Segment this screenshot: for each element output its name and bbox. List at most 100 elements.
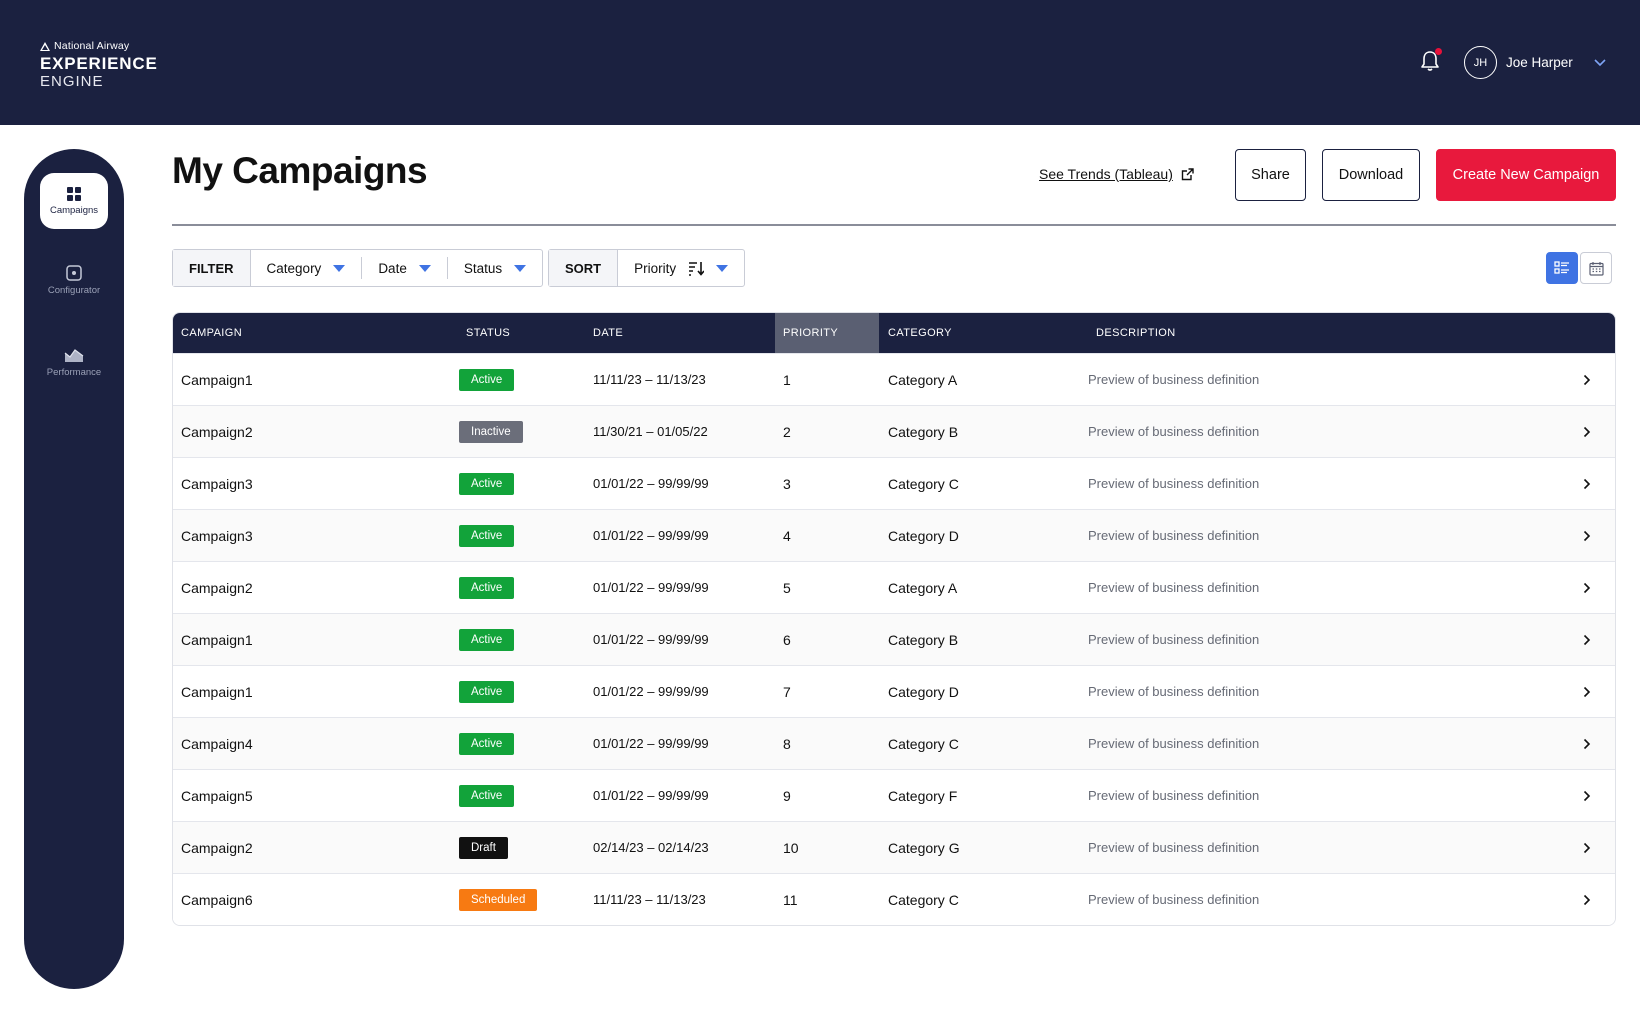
description-preview: Preview of business definition	[1088, 788, 1260, 803]
chevron-right-icon[interactable]	[1583, 406, 1591, 457]
column-header-category[interactable]: CATEGORY	[888, 327, 952, 339]
external-link-icon	[1181, 167, 1194, 180]
sidebar-item-configurator[interactable]: Configurator	[40, 252, 108, 308]
date-range: 11/30/21 – 01/05/22	[593, 424, 708, 439]
table-body: Campaign1 Active 11/11/23 – 11/13/23 1 Categ…	[173, 353, 1615, 925]
priority-value: 4	[783, 527, 791, 544]
table-row[interactable]: Campaign4 Active 01/01/22 – 99/99/99 8 Categ…	[173, 717, 1615, 769]
category-value: Category B	[888, 631, 959, 648]
sidebar-item-label: Performance	[46, 366, 102, 378]
create-campaign-button[interactable]: Create New Campaign	[1436, 149, 1616, 201]
description-preview: Preview of business definition	[1088, 684, 1260, 699]
user-name: Joe Harper	[1506, 55, 1573, 70]
chevron-right-icon[interactable]	[1583, 614, 1591, 665]
filter-date-label: Date	[378, 260, 407, 276]
sort-priority-dropdown[interactable]: Priority	[618, 261, 744, 276]
table-row[interactable]: Campaign3 Active 01/01/22 – 99/99/99 3 Categ…	[173, 457, 1615, 509]
triangle-logo-icon	[40, 41, 50, 51]
download-button[interactable]: Download	[1322, 149, 1420, 201]
top-bar: National Airway EXPERIENCE ENGINE JH Joe…	[0, 0, 1640, 125]
table-header: CAMPAIGN STATUS DATE PRIORITY CATEGORY D…	[173, 313, 1615, 353]
view-toggle	[1546, 252, 1612, 284]
campaign-name: Campaign3	[181, 475, 253, 492]
status-badge: Active	[459, 368, 515, 391]
brand-line2: ENGINE	[40, 73, 104, 90]
chevron-right-icon[interactable]	[1583, 562, 1591, 613]
table-row[interactable]: Campaign6 Scheduled 11/11/23 – 11/13/23 11 C…	[173, 873, 1615, 925]
priority-value: 7	[783, 683, 791, 700]
description-preview: Preview of business definition	[1088, 632, 1260, 647]
chevron-right-icon[interactable]	[1583, 458, 1591, 509]
campaign-name: Campaign4	[181, 735, 253, 752]
see-trends-label: See Trends (Tableau)	[1039, 166, 1173, 182]
table-row[interactable]: Campaign1 Active 11/11/23 – 11/13/23 1 Categ…	[173, 353, 1615, 405]
filter-date-dropdown[interactable]: Date	[362, 261, 447, 276]
date-range: 01/01/22 – 99/99/99	[593, 528, 709, 543]
chevron-right-icon[interactable]	[1583, 874, 1591, 925]
sidebar-item-campaigns[interactable]: Campaigns	[40, 173, 108, 229]
brand-small: National Airway	[54, 40, 130, 52]
filter-category-dropdown[interactable]: Category	[251, 261, 362, 276]
description-preview: Preview of business definition	[1088, 736, 1260, 751]
app-logo[interactable]: National Airway EXPERIENCE ENGINE	[40, 40, 158, 90]
date-range: 01/01/22 – 99/99/99	[593, 476, 709, 491]
priority-value: 8	[783, 735, 791, 752]
chevron-right-icon[interactable]	[1583, 822, 1591, 873]
table-row[interactable]: Campaign1 Active 01/01/22 – 99/99/99 6 Categ…	[173, 613, 1615, 665]
table-row[interactable]: Campaign1 Active 01/01/22 – 99/99/99 7 Categ…	[173, 665, 1615, 717]
date-range: 01/01/22 – 99/99/99	[593, 580, 709, 595]
priority-value: 6	[783, 631, 791, 648]
sort-label: SORT	[549, 250, 619, 286]
share-button[interactable]: Share	[1235, 149, 1306, 201]
priority-value: 2	[783, 423, 791, 440]
user-menu[interactable]: JH Joe Harper	[1464, 46, 1606, 79]
list-view-icon	[1554, 261, 1569, 274]
priority-value: 5	[783, 579, 791, 596]
chevron-right-icon[interactable]	[1583, 718, 1591, 769]
priority-value: 1	[783, 371, 791, 388]
sidebar-item-performance[interactable]: Performance	[40, 334, 108, 390]
sort-value: Priority	[634, 260, 677, 276]
status-badge: Scheduled	[459, 888, 538, 911]
campaign-name: Campaign1	[181, 371, 253, 388]
filter-separator	[446, 257, 448, 279]
configurator-icon	[66, 264, 82, 281]
chevron-right-icon[interactable]	[1583, 510, 1591, 561]
status-cell: Draft	[459, 822, 508, 873]
table-row[interactable]: Campaign5 Active 01/01/22 – 99/99/99 9 Categ…	[173, 769, 1615, 821]
column-header-campaign[interactable]: CAMPAIGN	[181, 327, 243, 339]
table-row[interactable]: Campaign2 Draft 02/14/23 – 02/14/23 10 Categ…	[173, 821, 1615, 873]
campaign-name: Campaign2	[181, 839, 253, 856]
table-row[interactable]: Campaign3 Active 01/01/22 – 99/99/99 4 Categ…	[173, 509, 1615, 561]
calendar-icon	[1588, 261, 1604, 276]
campaign-name: Campaign2	[181, 423, 253, 440]
column-header-description[interactable]: DESCRIPTION	[1096, 327, 1176, 339]
status-badge: Active	[459, 524, 515, 547]
category-value: Category D	[888, 527, 959, 544]
description-preview: Preview of business definition	[1088, 372, 1260, 387]
chevron-right-icon[interactable]	[1583, 354, 1591, 405]
campaign-name: Campaign1	[181, 631, 253, 648]
filter-label: FILTER	[173, 250, 251, 286]
campaign-name: Campaign1	[181, 683, 253, 700]
status-cell: Active	[459, 510, 515, 561]
campaign-name: Campaign2	[181, 579, 253, 596]
notification-bell-icon[interactable]	[1420, 48, 1442, 72]
table-row[interactable]: Campaign2 Active 01/01/22 – 99/99/99 5 Categ…	[173, 561, 1615, 613]
column-header-priority[interactable]: PRIORITY	[775, 313, 879, 353]
chevron-right-icon[interactable]	[1583, 666, 1591, 717]
column-header-status[interactable]: STATUS	[466, 327, 511, 339]
table-row[interactable]: Campaign2 Inactive 11/30/21 – 01/05/22 2 Cat…	[173, 405, 1615, 457]
description-preview: Preview of business definition	[1088, 580, 1260, 595]
calendar-view-button[interactable]	[1580, 252, 1612, 284]
performance-icon	[64, 348, 84, 362]
status-cell: Active	[459, 354, 515, 405]
chevron-right-icon[interactable]	[1583, 770, 1591, 821]
sort-bar: SORT Priority	[548, 249, 746, 287]
see-trends-link[interactable]: See Trends (Tableau)	[1039, 166, 1194, 182]
caret-down-icon	[716, 264, 729, 272]
list-view-button[interactable]	[1546, 252, 1578, 284]
filter-bar: FILTER Category Date Status	[172, 249, 544, 287]
filter-status-dropdown[interactable]: Status	[448, 261, 542, 276]
column-header-date[interactable]: DATE	[593, 327, 624, 339]
